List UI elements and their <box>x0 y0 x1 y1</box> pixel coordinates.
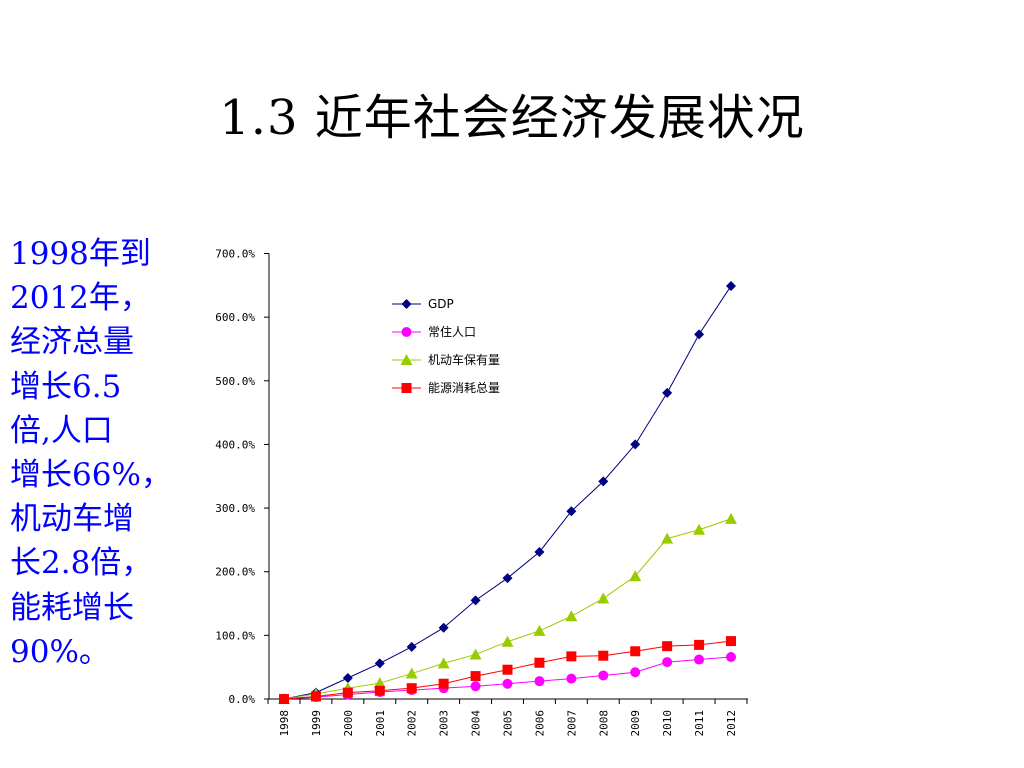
series-1-point <box>470 681 481 692</box>
series-2-point <box>565 610 578 622</box>
y-tick-label: 300.0% <box>215 502 255 515</box>
legend-label: 能源消耗总量 <box>428 381 500 395</box>
growth-line-chart: 0.0% 100.0% 200.0% 300.0% 400.0% 500.0% 600.0%… <box>215 248 748 737</box>
legend-label: GDP <box>428 297 454 311</box>
series-3-point <box>406 683 417 694</box>
legend-marker <box>400 354 413 365</box>
series-2-point <box>437 657 450 669</box>
series-3-point <box>438 678 449 689</box>
x-tick-label: 2010 <box>661 710 674 737</box>
series-0-point <box>502 573 513 584</box>
summary-text: 1998年到 2012年， 经济总量 增长6.5 倍,人口 增长66%， 机动车… <box>10 236 172 670</box>
x-tick-label: 1999 <box>310 710 323 737</box>
series-1-point <box>566 673 577 684</box>
series-2-point <box>597 592 610 604</box>
legend-label: 机动车保有量 <box>428 352 500 367</box>
series-0-point <box>662 387 673 398</box>
legend-label: 常住人口 <box>428 325 476 339</box>
series-0-point <box>438 622 449 633</box>
series-2-point <box>373 677 386 689</box>
series-2-point <box>533 624 546 636</box>
series-2-point <box>693 523 706 535</box>
series-2-point <box>725 512 737 524</box>
series-2-point <box>501 635 514 647</box>
y-tick-label: 500.0% <box>215 375 255 388</box>
x-tick-label: 2005 <box>502 710 515 737</box>
series-1-point <box>502 678 513 689</box>
legend-marker <box>401 383 412 393</box>
series-0-point <box>406 641 417 652</box>
series-0-point <box>374 658 385 669</box>
series-1-point <box>726 651 736 662</box>
series-3-point <box>470 671 481 682</box>
series-0-point <box>630 439 641 450</box>
y-tick-label: 700.0% <box>215 248 255 261</box>
x-tick-label: 2004 <box>470 710 483 737</box>
series-2-point <box>405 667 418 679</box>
series-3-point <box>279 694 289 704</box>
x-tick-label: 1998 <box>278 710 291 737</box>
series-0-point <box>534 546 545 557</box>
y-tick-label: 0.0% <box>229 693 256 706</box>
y-tick-label: 400.0% <box>215 438 255 451</box>
series-3-point <box>630 646 641 657</box>
series-1-point <box>598 670 609 681</box>
series-2-point <box>661 532 674 544</box>
y-tick-label: 600.0% <box>215 311 255 324</box>
series-0-point <box>726 280 736 291</box>
slide-title: 1.3 近年社会经济发展状况 <box>219 90 805 146</box>
x-tick-label: 2001 <box>374 710 387 737</box>
x-tick-label: 2000 <box>342 710 355 737</box>
series-3-point <box>534 657 545 668</box>
series-0-point <box>470 595 481 606</box>
series-0-point <box>342 672 353 683</box>
series-3-point <box>694 639 705 650</box>
x-tick-label: 2011 <box>693 710 706 737</box>
series-3-point <box>310 691 321 702</box>
series-3-point <box>502 664 513 675</box>
series-3-point <box>342 687 353 698</box>
series-1-point <box>694 654 705 665</box>
x-tick-label: 2012 <box>725 710 738 737</box>
series-2-point <box>629 570 642 582</box>
series-1-point <box>630 667 641 678</box>
series-2-point <box>469 648 482 660</box>
x-tick-label: 2009 <box>629 710 642 737</box>
x-tick-label: 2008 <box>597 710 610 737</box>
series-0-point <box>566 506 577 517</box>
series-0-point <box>598 476 609 487</box>
x-tick-label: 2002 <box>406 710 419 737</box>
series-3-point <box>662 641 673 652</box>
series-3-point <box>598 650 609 661</box>
x-tick-label: 2007 <box>565 710 578 737</box>
series-1-point <box>662 657 673 668</box>
series-0-point <box>694 329 705 340</box>
legend-marker <box>401 299 412 309</box>
y-tick-label: 200.0% <box>215 566 255 579</box>
x-tick-label: 2003 <box>438 710 451 737</box>
series-3-point <box>726 636 736 647</box>
legend-marker <box>401 327 412 337</box>
series-3-point <box>566 651 577 662</box>
x-tick-label: 2006 <box>533 710 546 737</box>
series-1-point <box>534 676 545 687</box>
y-tick-label: 100.0% <box>215 629 255 642</box>
series-3-point <box>374 685 385 696</box>
